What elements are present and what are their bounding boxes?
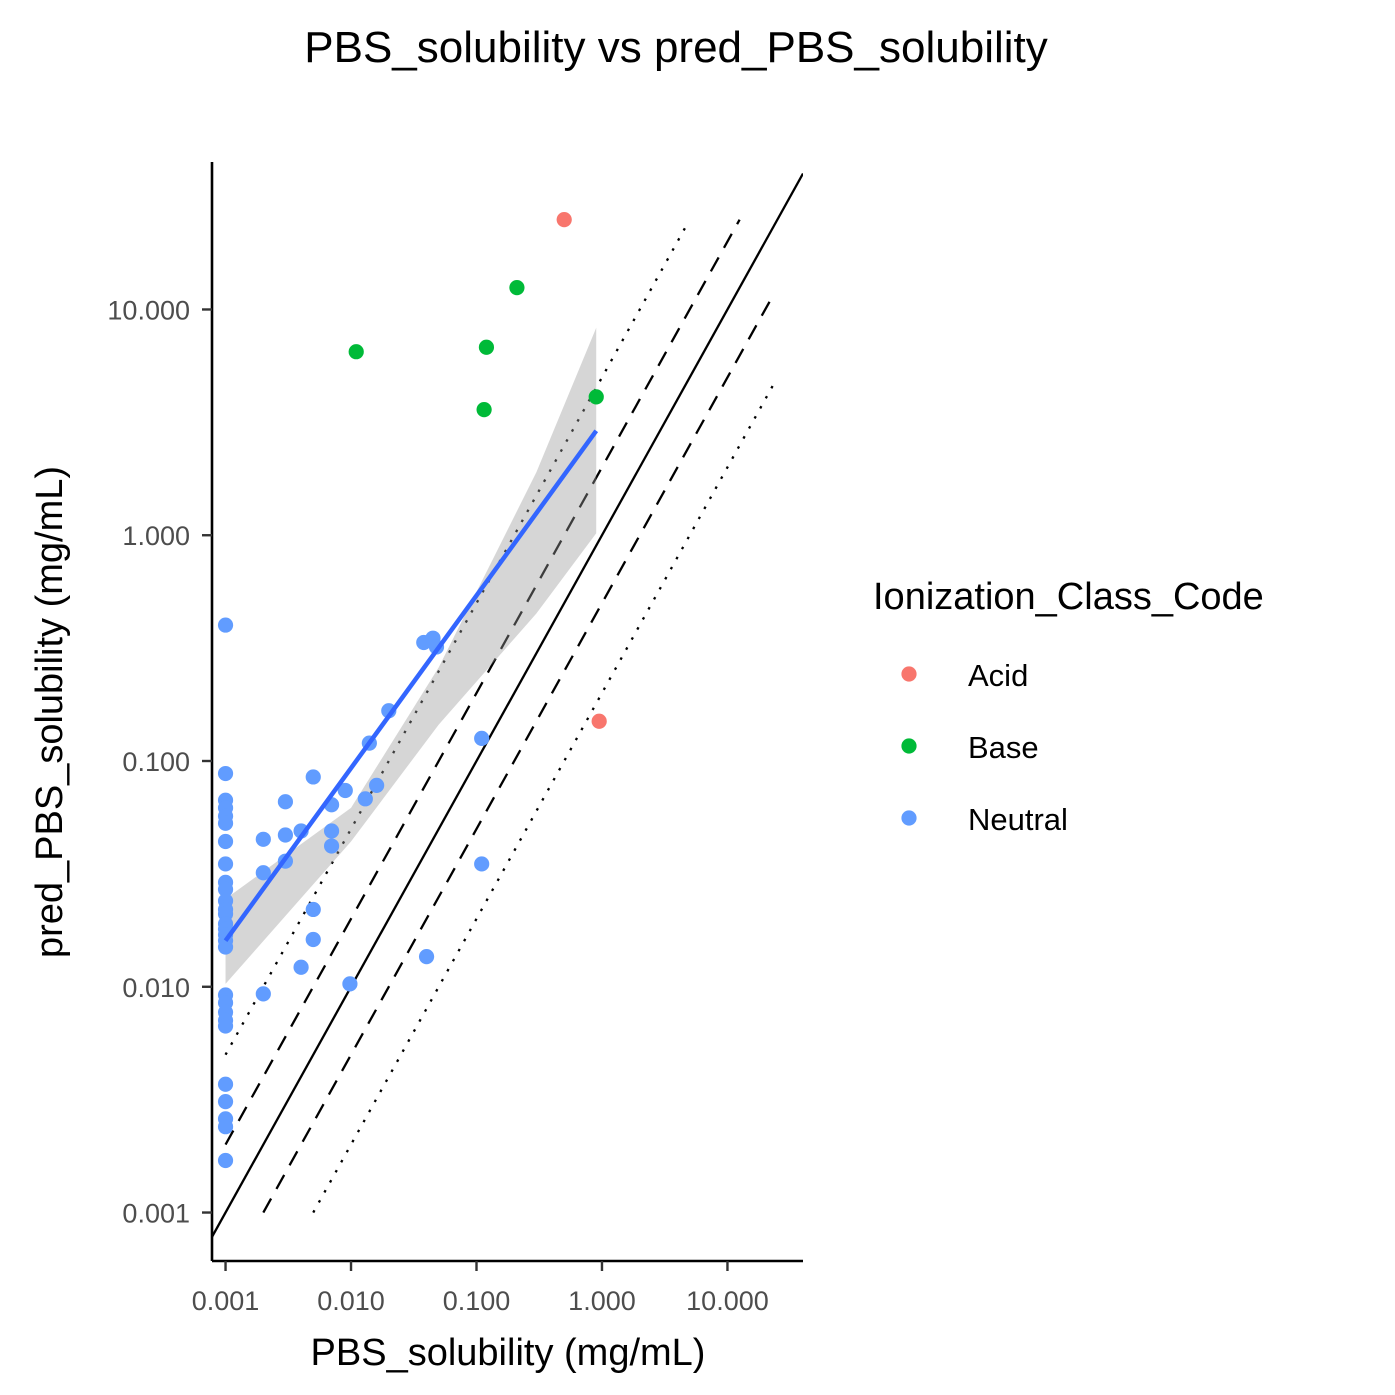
y-tick-label: 0.001 — [122, 1199, 190, 1229]
data-point-neutral — [217, 815, 234, 831]
legend-items: Acid Base Neutral — [901, 658, 1068, 837]
axes — [210, 162, 803, 1263]
data-point-neutral — [217, 939, 234, 955]
data-point-base — [478, 339, 495, 355]
data-point-neutral — [255, 986, 271, 1002]
legend: Ionization_Class_Code Acid Base Neutral — [873, 576, 1264, 837]
data-point-neutral — [323, 823, 340, 839]
x-tick-label: 1.000 — [568, 1286, 636, 1316]
data-point-neutral — [217, 881, 234, 897]
data-point-neutral — [255, 865, 271, 881]
data-point-acid — [591, 713, 607, 729]
data-point-neutral — [474, 856, 490, 872]
data-point-base — [588, 389, 604, 405]
reference-line-solid-1 — [212, 172, 803, 1238]
legend-key-acid — [901, 666, 917, 682]
data-point-neutral — [474, 730, 490, 746]
x-axis-title: PBS_solubility (mg/mL) — [311, 1332, 706, 1374]
fit-line — [223, 429, 599, 943]
data-point-neutral — [217, 1152, 234, 1169]
legend-key-base — [901, 738, 917, 754]
x-tick-label: 0.100 — [443, 1286, 511, 1316]
data-point-neutral — [217, 1018, 234, 1034]
reference-line-dotted-0_2 — [312, 385, 774, 1214]
data-point-neutral — [305, 901, 321, 918]
legend-label-base: Base — [968, 730, 1039, 765]
legend-title: Ionization_Class_Code — [873, 576, 1264, 618]
axis-ticks: 0.001 0.010 0.100 1.000 10.000 0.001 0.010 0.10… — [107, 295, 768, 1316]
data-point-neutral — [217, 1119, 234, 1135]
series-acid — [556, 212, 607, 729]
data-point-neutral — [305, 769, 321, 785]
reference-line-dashed-2 — [224, 219, 741, 1146]
data-point-neutral — [217, 617, 234, 633]
plot-area — [212, 172, 803, 1238]
data-point-neutral — [418, 949, 435, 965]
legend-label-acid: Acid — [968, 658, 1028, 693]
data-point-neutral — [217, 1076, 234, 1092]
y-tick-label: 0.010 — [122, 973, 190, 1003]
reference-line-dashed-0_5 — [262, 295, 774, 1214]
data-point-neutral — [217, 1094, 234, 1110]
data-point-neutral — [255, 831, 271, 847]
series-base — [348, 279, 604, 418]
data-point-base — [476, 402, 492, 418]
data-point-neutral — [217, 765, 234, 782]
x-tick-label: 0.001 — [192, 1286, 260, 1316]
data-point-neutral — [323, 838, 340, 854]
data-point-acid — [556, 212, 572, 228]
y-tick-label: 0.100 — [122, 747, 190, 777]
confidence-band — [225, 327, 597, 984]
y-axis-title: pred_PBS_solubility (mg/mL) — [29, 466, 71, 958]
data-point-neutral — [357, 791, 373, 807]
chart-title: PBS_solubility vs pred_PBS_solubility — [304, 23, 1048, 72]
x-tick-label: 10.000 — [686, 1286, 769, 1316]
plot-clipped-group — [212, 172, 803, 1238]
data-point-neutral — [369, 777, 385, 793]
data-point-base — [348, 344, 364, 360]
legend-label-neutral: Neutral — [968, 802, 1068, 837]
data-point-neutral — [337, 782, 353, 799]
data-point-neutral — [217, 833, 234, 850]
y-tick-label: 1.000 — [122, 521, 190, 551]
x-tick-label: 0.010 — [317, 1286, 385, 1316]
data-point-neutral — [293, 959, 309, 975]
data-point-neutral — [342, 976, 358, 992]
data-point-neutral — [277, 794, 294, 810]
legend-key-neutral — [901, 810, 917, 826]
data-point-base — [509, 279, 525, 296]
y-tick-label: 10.000 — [107, 295, 190, 325]
data-point-neutral — [217, 856, 234, 872]
data-point-neutral — [305, 931, 321, 948]
reference-line-dotted-5 — [224, 227, 687, 1056]
data-point-neutral — [277, 827, 294, 843]
